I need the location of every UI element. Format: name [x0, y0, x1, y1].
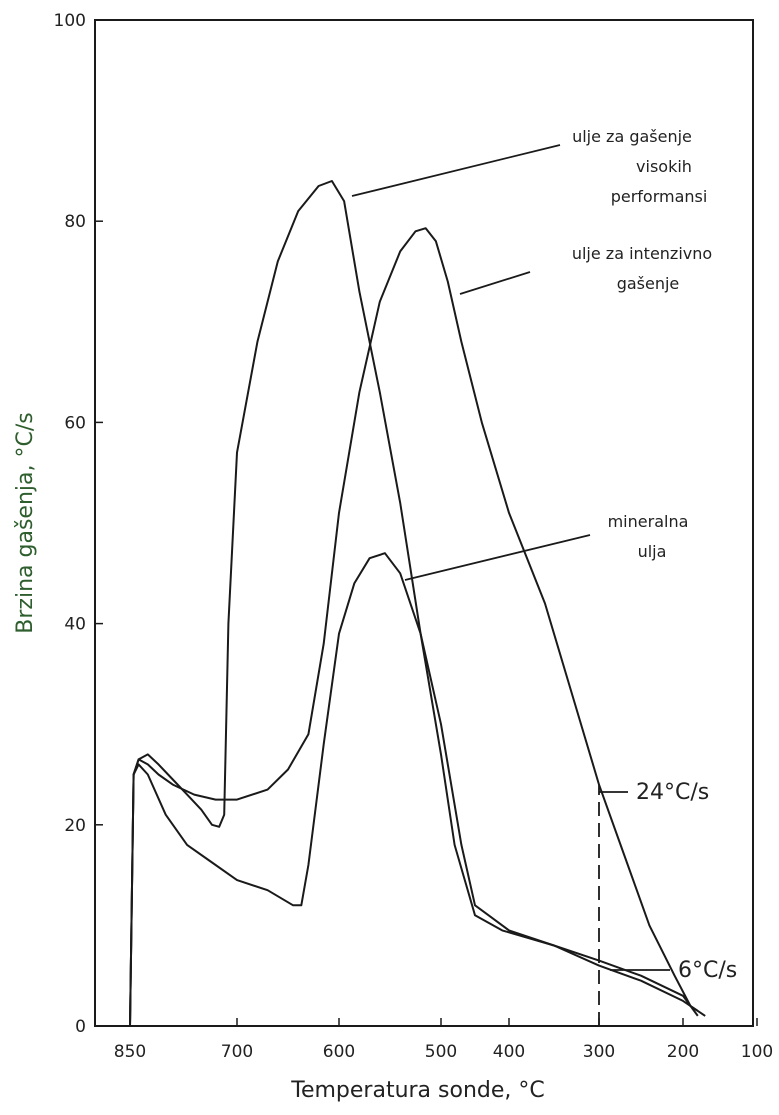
x-tick-label: 600 — [323, 1042, 355, 1062]
y-tick-label: 80 — [64, 212, 86, 232]
plot-frame — [94, 19, 754, 1027]
annotation-intensive-line2: gašenje — [617, 274, 680, 293]
y-tick-label: 100 — [54, 11, 86, 31]
x-tick-label: 700 — [221, 1042, 253, 1062]
x-tick-label: 100 — [741, 1042, 773, 1062]
leader-mineral — [404, 534, 591, 581]
leader-lines — [351, 144, 670, 971]
x-tick-label: 300 — [583, 1042, 615, 1062]
y-axis-title: Brzina gašenja, °C/s — [13, 412, 38, 633]
leader-high-perf — [351, 144, 561, 197]
annotation-mineral-line2: ulja — [638, 542, 667, 561]
series-intensive-oil — [129, 227, 706, 1027]
x-tick-label: 850 — [114, 1042, 146, 1062]
annotation-high-perf-line1: ulje za gašenje — [572, 127, 692, 146]
y-tick-label: 20 — [64, 816, 86, 836]
y-tick-label: 40 — [64, 615, 86, 635]
x-axis-ticks: 850 700 600 500 400 300 200 100 — [114, 1018, 773, 1062]
leader-intensive — [459, 271, 531, 295]
y-axis-ticks: 0 20 40 60 80 100 — [54, 11, 103, 1037]
annotation-high-perf-line2: visokih — [636, 157, 692, 176]
marker-24-label: 24°C/s — [636, 780, 709, 805]
series-high-performance-oil — [129, 180, 699, 1027]
annotation-intensive-line1: ulje za intenzivno — [572, 244, 712, 263]
x-axis-title: Temperatura sonde, °C — [290, 1078, 545, 1103]
y-tick-label: 0 — [75, 1017, 86, 1037]
series-mineral-oil — [129, 552, 699, 1027]
x-tick-label: 400 — [493, 1042, 525, 1062]
marker-6-label: 6°C/s — [678, 958, 737, 983]
x-tick-label: 200 — [667, 1042, 699, 1062]
x-tick-label: 500 — [425, 1042, 457, 1062]
series-layer — [129, 180, 706, 1027]
annotation-mineral-line1: mineralna — [608, 512, 689, 531]
y-tick-label: 60 — [64, 413, 86, 433]
annotation-high-perf-line3: performansi — [611, 187, 708, 206]
